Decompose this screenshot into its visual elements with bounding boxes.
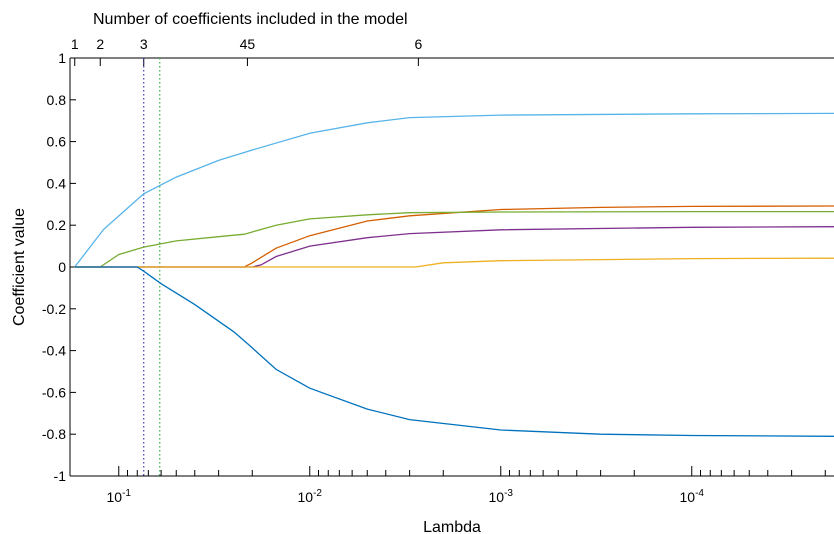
y-tick-label: 1 — [58, 50, 66, 66]
y-tick-label: -1 — [54, 468, 67, 484]
x-tick-label: 10-2 — [298, 488, 323, 505]
y-axis-label: Coefficient value — [11, 208, 28, 326]
axes: 1 0.8 0.6 0.4 0.2 0 -0.2 -0.4 -0.6 -0.8 -1 10-1 10-2… — [42, 36, 834, 505]
x-tick-label: 10-4 — [680, 488, 705, 505]
y-tick-label: 0.6 — [47, 134, 67, 150]
series-line — [74, 205, 834, 268]
x-tick-label: 10-3 — [489, 488, 514, 505]
y-tick-label: -0.2 — [42, 301, 66, 317]
y-tick-label: -0.8 — [42, 426, 66, 442]
top-tick-label: 45 — [240, 36, 256, 52]
x-axis-label: Lambda — [423, 519, 481, 534]
x-tick-label: 10-1 — [107, 488, 132, 505]
series-line — [74, 112, 834, 268]
series-line — [74, 266, 834, 437]
series-line — [74, 226, 834, 268]
series-line — [74, 210, 834, 268]
y-tick-label: -0.4 — [42, 343, 66, 359]
series-line — [74, 257, 834, 268]
top-tick-label: 2 — [96, 36, 104, 52]
chart-title: Number of coefficients included in the m… — [93, 11, 408, 28]
y-tick-label: 0.2 — [47, 217, 67, 233]
top-tick-label: 3 — [140, 36, 148, 52]
y-tick-label: 0.4 — [47, 175, 67, 191]
y-tick-label: -0.6 — [42, 384, 66, 400]
top-tick-label: 6 — [414, 36, 422, 52]
top-tick-label: 1 — [71, 36, 79, 52]
y-tick-label: 0.8 — [47, 92, 67, 108]
series-lines — [74, 112, 834, 437]
y-tick-label: 0 — [58, 259, 66, 275]
